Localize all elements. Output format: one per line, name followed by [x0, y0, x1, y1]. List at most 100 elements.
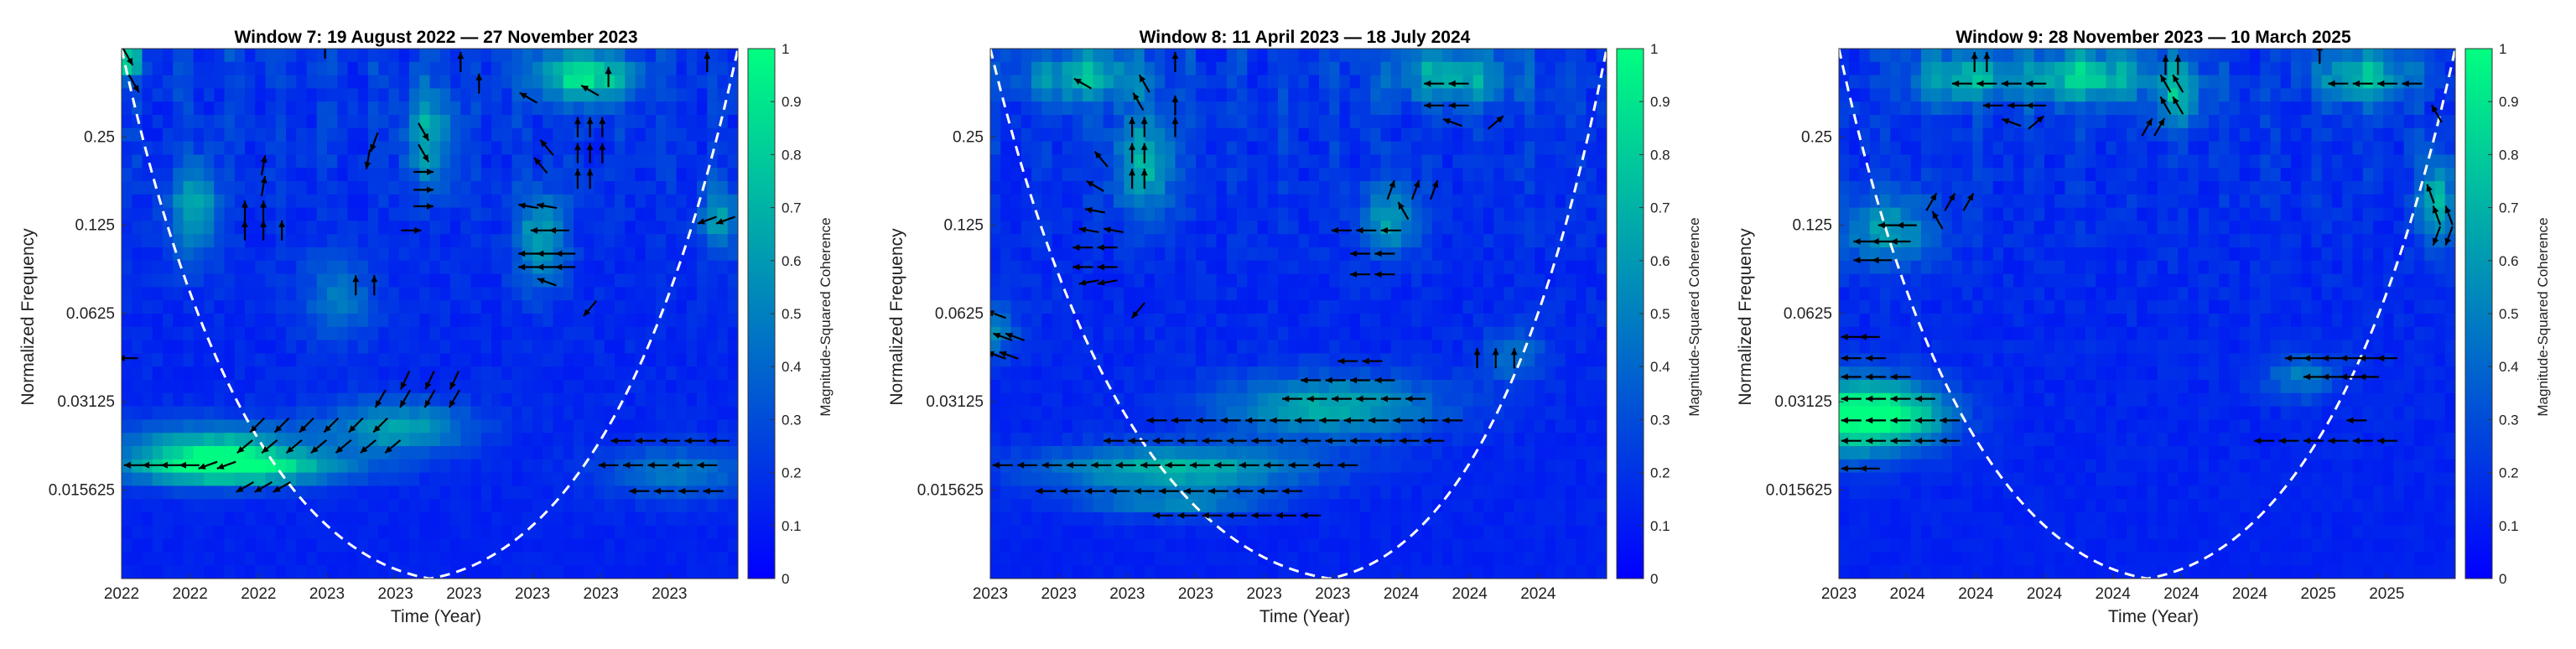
heatmap-cell [1062, 141, 1073, 155]
heatmap-cell [553, 472, 564, 486]
heatmap-cell [1000, 366, 1012, 381]
heatmap-cell [1524, 472, 1535, 486]
heatmap-cell [1072, 194, 1083, 209]
heatmap-cell [574, 353, 584, 367]
heatmap-cell [543, 499, 554, 513]
heatmap-cell [1411, 49, 1423, 63]
heatmap-cell [1062, 260, 1073, 275]
heatmap-cell [245, 446, 256, 460]
phase-arrow [1060, 487, 1081, 495]
heatmap-cell [1504, 181, 1515, 195]
heatmap-cell [1411, 392, 1423, 408]
heatmap-cell [1555, 194, 1566, 209]
heatmap-cell [1278, 194, 1289, 209]
heatmap-cell [717, 61, 729, 76]
heatmap-cell [574, 380, 584, 394]
heatmap-cell [1545, 101, 1556, 116]
heatmap-cell [666, 181, 678, 195]
heatmap-cell [625, 88, 636, 102]
heatmap-cell [1483, 326, 1494, 341]
heatmap-cell [152, 154, 164, 169]
heatmap-cell [717, 433, 729, 447]
heatmap-cell [1257, 234, 1269, 248]
heatmap-cell [450, 221, 461, 235]
heatmap-cell [1288, 525, 1300, 540]
heatmap-cell [1175, 273, 1187, 288]
heatmap-cell [450, 88, 461, 102]
heatmap-cell [990, 406, 1001, 420]
heatmap-cell [1206, 141, 1218, 155]
heatmap-cell [275, 141, 287, 155]
heatmap-cell [1155, 446, 1166, 460]
heatmap-cell [204, 472, 215, 486]
heatmap-cell [1339, 234, 1351, 248]
heatmap-cell [594, 181, 605, 195]
heatmap-cell [337, 260, 349, 275]
heatmap-cell [1041, 168, 1053, 182]
heatmap-cell [543, 459, 554, 474]
heatmap-cell [429, 127, 441, 143]
heatmap-cell [1185, 101, 1197, 116]
heatmap-cell [1237, 512, 1248, 527]
heatmap-cell [501, 127, 513, 143]
heatmap-cell [604, 234, 615, 248]
heatmap-cell [368, 472, 379, 486]
heatmap-cell [122, 168, 132, 182]
heatmap-cell [1411, 75, 1423, 89]
heatmap-cell [316, 459, 328, 474]
heatmap-cell [1349, 115, 1361, 129]
heatmap-cell [1504, 247, 1515, 262]
phase-arrow [400, 371, 411, 390]
heatmap-cell [1421, 207, 1433, 221]
heatmap-cell [163, 499, 174, 513]
heatmap-cell [450, 538, 461, 553]
heatmap-cell [1586, 260, 1597, 275]
heatmap-cell [142, 194, 153, 209]
heatmap-cell [142, 512, 153, 527]
heatmap-cell [1124, 380, 1135, 394]
heatmap-cell [460, 406, 472, 420]
heatmap-cell [388, 207, 400, 221]
heatmap-cell [1586, 314, 1597, 328]
heatmap-cell [1329, 260, 1341, 275]
heatmap-cell [553, 181, 564, 195]
heatmap-cell [183, 300, 195, 314]
heatmap-cell [429, 207, 441, 221]
heatmap-cell [1514, 512, 1525, 527]
heatmap-cell [470, 141, 482, 155]
heatmap-cell [224, 260, 236, 275]
heatmap-cell [193, 433, 205, 447]
heatmap-cell [1545, 287, 1556, 301]
heatmap-cell [1010, 459, 1022, 474]
heatmap-cell [388, 49, 400, 63]
phase-arrow [697, 215, 717, 225]
heatmap-cell [409, 326, 420, 341]
heatmap-cell [727, 168, 738, 182]
heatmap-cell [173, 485, 184, 500]
heatmap-cell [1278, 340, 1289, 354]
heatmap-cell [1421, 247, 1433, 262]
heatmap-cell [584, 49, 595, 63]
heatmap-cell [697, 273, 708, 288]
heatmap-cell [204, 141, 215, 155]
phase-arrow [413, 169, 434, 175]
heatmap-cell [1535, 392, 1546, 408]
heatmap-cell [697, 406, 708, 420]
heatmap-cell [1093, 406, 1104, 420]
heatmap-cell [1555, 538, 1566, 553]
heatmap-cell [1226, 565, 1238, 579]
heatmap-cell [378, 340, 390, 354]
heatmap-cell [183, 141, 195, 155]
heatmap-cell [1401, 141, 1412, 155]
heatmap-cell [306, 300, 318, 314]
heatmap-cell [1308, 326, 1320, 341]
heatmap-cell [1185, 115, 1197, 129]
heatmap-cell [574, 221, 584, 235]
heatmap-cell [1411, 472, 1423, 486]
heatmap-cell [347, 565, 359, 579]
heatmap-cell [357, 565, 369, 579]
heatmap-cell [1165, 565, 1176, 579]
heatmap-cell [204, 392, 215, 408]
heatmap-cell [1390, 115, 1402, 129]
heatmap-cell [1380, 168, 1392, 182]
